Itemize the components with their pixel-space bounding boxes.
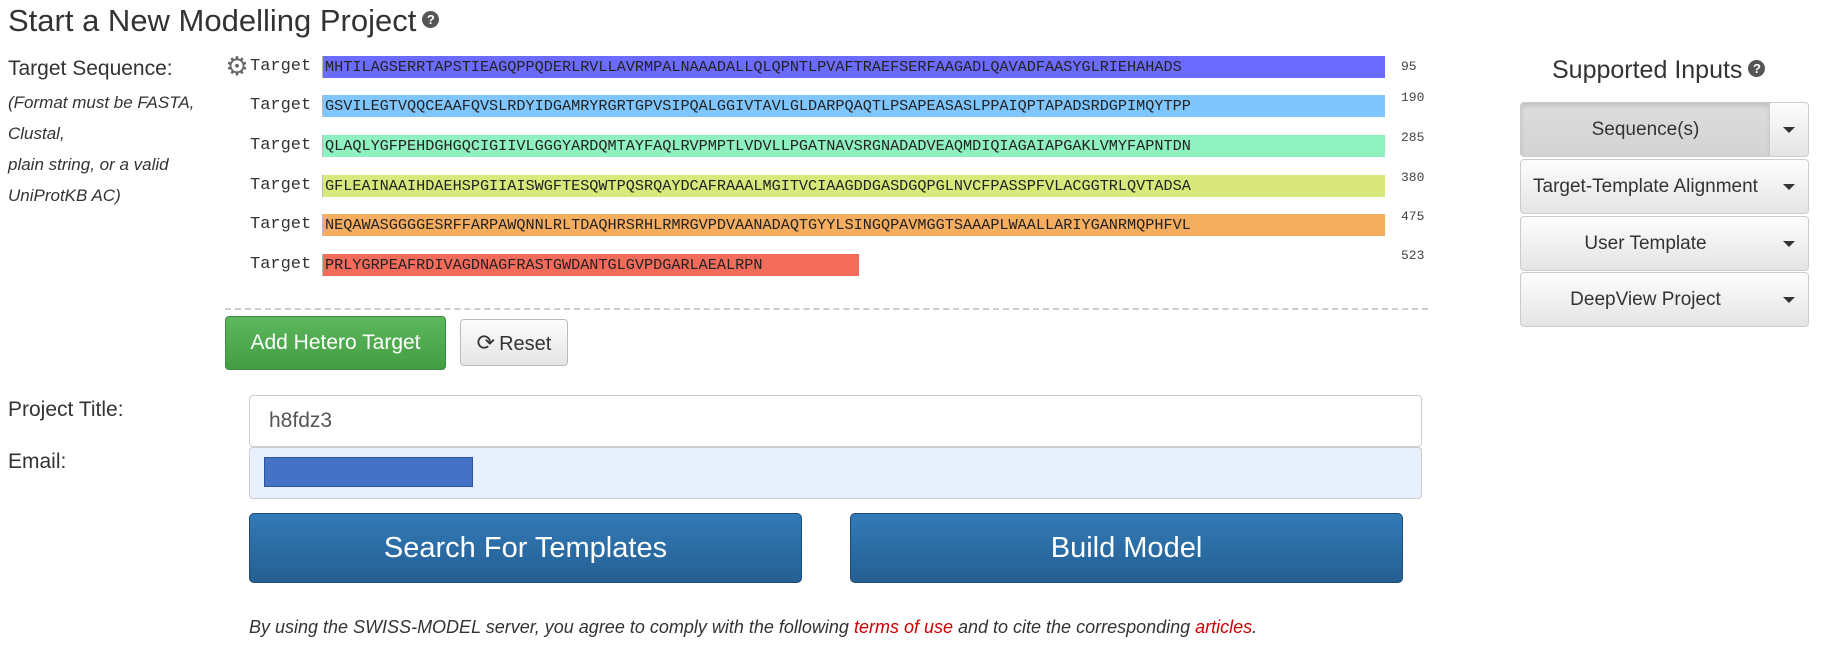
sequence-prefix: Target [250,96,312,115]
reset-button[interactable]: ⟳ Reset [460,319,568,366]
residue-count: 95 [1401,59,1417,74]
add-hetero-target-button[interactable]: Add Hetero Target [225,316,446,370]
page-title-text: Start a New Modelling Project [8,3,417,38]
chevron-down-icon[interactable] [1770,102,1809,157]
residue-count: 285 [1401,130,1425,145]
chevron-down-icon[interactable] [1770,216,1809,271]
residue-count: 380 [1401,170,1425,185]
format-hint-line: UniProtKB AC) [8,186,121,205]
input-type-alignment: Target-Template Alignment [1520,159,1809,214]
format-hint-line: (Format must be FASTA, [8,93,195,112]
user-template-input-button[interactable]: User Template [1520,216,1771,271]
terms-text-middle: and to cite the corresponding [952,617,1196,637]
email-label: Email: [8,450,67,473]
deepview-project-input-button[interactable]: DeepView Project [1520,272,1771,327]
supported-inputs-title: Supported Inputs? [1552,56,1766,85]
articles-link[interactable]: articles [1195,617,1253,637]
sequence-prefix: Target [250,57,312,76]
email-redaction [264,457,473,487]
build-model-button[interactable]: Build Model [850,513,1403,583]
sequence-prefix: Target [250,176,312,195]
question-circle-icon[interactable]: ? [422,11,440,29]
residue-count: 475 [1401,209,1425,224]
residue-count: 523 [1401,248,1425,263]
input-type-deepview: DeepView Project [1520,272,1809,327]
sequence-prefix: Target [250,215,312,234]
email-field[interactable] [249,447,1422,499]
divider [225,308,1428,310]
format-hint-line: plain string, or a valid [8,155,169,174]
project-title-label: Project Title: [8,398,124,421]
sequence-text[interactable]: PRLYGRPEAFRDIVAGDNAGFRASTGWDANTGLGVPDGAR… [322,254,859,276]
terms-text-before: By using the SWISS-MODEL server, you agr… [249,617,854,637]
terms-text-after: . [1252,617,1258,637]
question-circle-icon[interactable]: ? [1748,59,1766,77]
input-type-user-template: User Template [1520,216,1809,271]
input-type-sequence: Sequence(s) [1520,102,1809,157]
sequence-prefix: Target [250,136,312,155]
sequence-text[interactable]: GFLEAINAAIHDAEHSPGIIAISWGFTESQWTPQSRQAYD… [322,175,1385,197]
format-hint: (Format must be FASTA, Clustal, plain st… [8,87,228,211]
reset-label: Reset [499,333,552,355]
terms-notice: By using the SWISS-MODEL server, you agr… [249,617,1257,638]
page-title: Start a New Modelling Project? [8,3,440,39]
chevron-down-icon[interactable] [1770,159,1809,214]
terms-of-use-link[interactable]: terms of use [853,617,953,637]
chevron-down-icon[interactable] [1770,272,1809,327]
search-for-templates-button[interactable]: Search For Templates [249,513,802,583]
gear-icon[interactable]: ⚙ [225,51,249,81]
sequence-input-button[interactable]: Sequence(s) [1520,102,1771,157]
sequence-text[interactable]: NEQAWASGGGGESRFFARPAWQNNLRLTDAQHRSRHLRMR… [322,214,1385,236]
sequence-text[interactable]: MHTILAGSERRTAPSTIEAGQPPQDERLRVLLAVRMPALN… [322,56,1385,78]
project-title-input[interactable]: h8fdz3 [249,395,1422,447]
sequence-text[interactable]: GSVILEGTVQQCEAAFQVSLRDYIDGAMRYRGRTGPVSIP… [322,95,1385,117]
target-sequence-label: Target Sequence: [8,57,173,80]
residue-count: 190 [1401,90,1425,105]
refresh-icon: ⟳ [476,330,496,355]
supported-inputs-title-text: Supported Inputs [1552,56,1743,84]
format-hint-line: Clustal, [8,124,65,143]
alignment-input-button[interactable]: Target-Template Alignment [1520,159,1771,214]
sequence-prefix: Target [250,255,312,274]
sequence-text[interactable]: QLAQLYGFPEHDGHGQCIGIIVLGGGYARDQMTAYFAQLR… [322,135,1385,157]
